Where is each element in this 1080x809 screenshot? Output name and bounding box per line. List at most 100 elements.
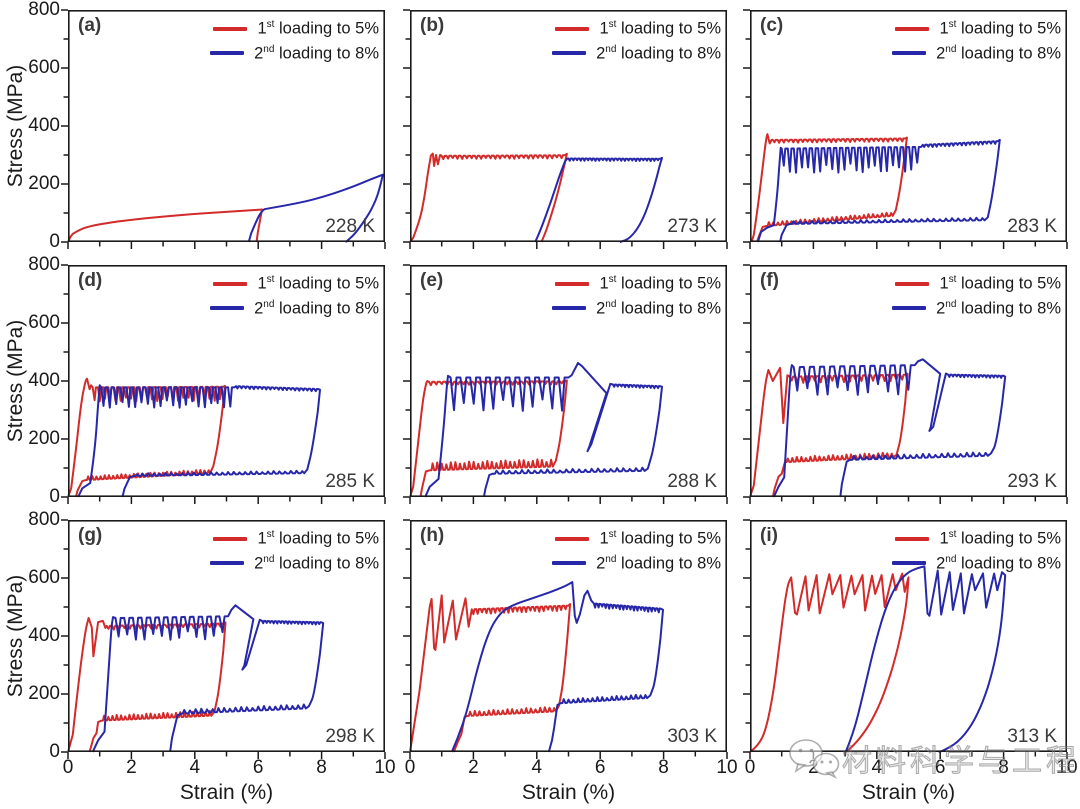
legend-item-second-loading: 2nd loading to 8% [892, 299, 1061, 319]
axis-ticks [743, 9, 1068, 249]
y-tick-label: 200 [28, 683, 60, 704]
temperature-label: 273 K [667, 216, 717, 237]
legend: 1st loading to 5% 2nd loading to 8% [552, 19, 721, 63]
y-tick-label: 800 [28, 509, 60, 530]
legend-item-first-loading: 1st loading to 5% [555, 529, 721, 549]
plot-area-a [61, 9, 386, 249]
legend-swatch-first [213, 26, 248, 31]
legend-item-second-loading: 2nd loading to 8% [552, 44, 721, 64]
legend-swatch-first [555, 536, 590, 541]
legend-label: 2nd loading to 8% [596, 553, 721, 573]
x-tick-label: 10 [374, 757, 396, 778]
y-tick-label: 400 [28, 115, 60, 136]
curve-second-loading [450, 581, 664, 753]
legend-swatch-first [213, 281, 248, 286]
plot-frame [68, 520, 385, 752]
panel-letter: (g) [78, 525, 103, 546]
x-axis-title: Strain (%) [861, 781, 956, 804]
x-tick-label: 6 [594, 757, 606, 778]
legend-label: 2nd loading to 8% [936, 298, 1061, 318]
panel-a: 1st loading to 5% 2nd loading to 8% (a) 228… [61, 9, 386, 249]
legend-label: 1st loading to 5% [599, 19, 721, 38]
plot-frame [410, 10, 727, 242]
y-tick-label: 600 [28, 567, 60, 588]
plot-area-g [61, 519, 386, 759]
legend-label: 1st loading to 5% [257, 529, 379, 548]
legend-item-first-loading: 1st loading to 5% [213, 529, 379, 549]
legend: 1st loading to 5% 2nd loading to 8% [892, 19, 1061, 63]
legend-item-second-loading: 2nd loading to 8% [892, 554, 1061, 574]
legend-item-second-loading: 2nd loading to 8% [210, 44, 379, 64]
x-tick-label: 10 [716, 757, 738, 778]
panel-e: 1st loading to 5% 2nd loading to 8% (e) 288… [403, 264, 728, 504]
x-tick-label: 4 [871, 757, 883, 778]
curve-second-loading [844, 565, 1007, 753]
panel-letter: (a) [78, 15, 102, 36]
y-axis-title: Stress (MPa) [4, 64, 27, 188]
panel-b: 1st loading to 5% 2nd loading to 8% (b) 273… [403, 9, 728, 249]
plot-area-h [403, 519, 728, 759]
legend-label: 2nd loading to 8% [936, 553, 1061, 573]
legend-item-second-loading: 2nd loading to 8% [552, 299, 721, 319]
curve-second-loading [77, 384, 321, 498]
panel-c: 1st loading to 5% 2nd loading to 8% (c) 283… [743, 9, 1068, 249]
plot-area-d [61, 264, 386, 504]
legend-label: 2nd loading to 8% [596, 298, 721, 318]
legend-item-second-loading: 2nd loading to 8% [210, 554, 379, 574]
y-axis-title: Stress (MPa) [4, 574, 27, 698]
plot-frame [68, 10, 385, 242]
legend-label: 2nd loading to 8% [254, 43, 379, 63]
legend-swatch-second [892, 306, 927, 311]
plot-area-f [743, 264, 1068, 504]
legend-item-first-loading: 1st loading to 5% [895, 274, 1061, 294]
y-tick-label: 0 [49, 741, 60, 762]
curve-first-loading [750, 133, 908, 243]
plot-area-c [743, 9, 1068, 249]
panel-d: 1st loading to 5% 2nd loading to 8% (d) 285… [61, 264, 386, 504]
y-tick-label: 0 [49, 231, 60, 252]
plot-frame [750, 265, 1067, 497]
x-axis-title: Strain (%) [179, 781, 274, 804]
temperature-label: 303 K [667, 726, 717, 747]
plot-frame [750, 520, 1067, 752]
legend: 1st loading to 5% 2nd loading to 8% [552, 529, 721, 573]
temperature-label: 228 K [325, 216, 375, 237]
curve-second-loading [247, 173, 384, 243]
x-tick-label: 6 [252, 757, 264, 778]
legend-label: 2nd loading to 8% [254, 553, 379, 573]
curve-second-loading [424, 362, 663, 498]
panel-g: 1st loading to 5% 2nd loading to 8% (g) 298… [61, 519, 386, 759]
curve-first-loading [749, 572, 910, 753]
curve-first-loading [67, 617, 227, 753]
legend-swatch-second [552, 51, 587, 56]
legend-swatch-second [552, 561, 587, 566]
legend-label: 2nd loading to 8% [936, 43, 1061, 63]
curve-second-loading [534, 156, 663, 243]
x-tick-label: 8 [998, 757, 1009, 778]
axis-ticks [403, 264, 728, 504]
legend-swatch-first [895, 536, 930, 541]
temperature-label: 285 K [325, 471, 375, 492]
plot-area-b [403, 9, 728, 249]
legend-item-second-loading: 2nd loading to 8% [892, 44, 1061, 64]
legend-swatch-first [555, 26, 590, 31]
legend-item-second-loading: 2nd loading to 8% [552, 554, 721, 574]
panel-letter: (h) [420, 525, 445, 546]
panel-i: 1st loading to 5% 2nd loading to 8% (i) 313… [743, 519, 1068, 759]
legend-swatch-second [552, 306, 587, 311]
curve-first-loading [409, 594, 572, 753]
legend-swatch-second [892, 51, 927, 56]
legend-label: 1st loading to 5% [257, 19, 379, 38]
legend-label: 2nd loading to 8% [596, 43, 721, 63]
temperature-label: 313 K [1007, 726, 1057, 747]
axis-ticks [743, 264, 1068, 504]
y-tick-label: 200 [28, 428, 60, 449]
y-tick-label: 400 [28, 370, 60, 391]
legend-label: 1st loading to 5% [939, 274, 1061, 293]
plot-frame [410, 520, 727, 752]
legend-label: 1st loading to 5% [257, 274, 379, 293]
curve-first-loading [749, 366, 909, 498]
x-tick-label: 0 [62, 757, 74, 778]
x-tick-label: 0 [404, 757, 416, 778]
